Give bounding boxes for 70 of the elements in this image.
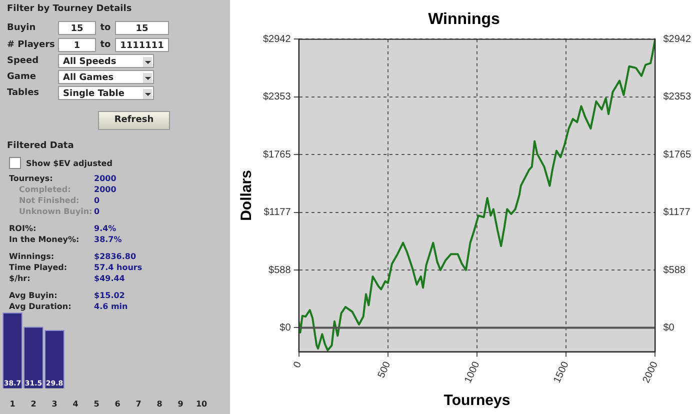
text-field: 15	[115, 20, 169, 34]
text: Show $EV adjusted	[26, 158, 112, 168]
text: 2000	[94, 173, 116, 184]
text-field: 1111111	[115, 38, 169, 52]
y-tick-label: $1765	[262, 149, 292, 160]
x-axis-title: Tourneys	[444, 392, 510, 410]
text: 0	[94, 206, 100, 217]
text: Buyin	[7, 22, 37, 32]
y2-tick-label: $1765	[663, 149, 692, 160]
text: Unknown Buyin:	[18, 206, 94, 217]
dropdown-field: Single Table	[58, 86, 154, 100]
x-tick-label: 0	[292, 360, 304, 370]
text: 2000	[94, 184, 116, 195]
x-tick-label: 9	[178, 399, 184, 408]
x-tick-label: 1	[10, 399, 16, 408]
text: Refresh	[98, 111, 170, 130]
text: $49.44	[94, 273, 125, 284]
y-tick-label: $588	[268, 264, 292, 276]
x-tick-label: 1000	[462, 360, 482, 385]
x-tick-label: 7	[136, 399, 142, 408]
x-tick-label: 8	[156, 399, 163, 408]
x-tick-label: 10	[196, 399, 208, 408]
text-field: 15	[58, 20, 96, 34]
y2-tick-label: $1177	[663, 207, 691, 218]
text: Avg Duration:	[9, 301, 72, 312]
text: 38.7%	[94, 234, 122, 245]
text: 4.6 min	[94, 301, 128, 312]
text: to	[99, 40, 112, 50]
text: Time Played:	[9, 262, 68, 273]
y2-tick-label: $0	[663, 322, 675, 334]
text: Winnings:	[9, 251, 56, 262]
text-field: 1	[58, 38, 96, 52]
x-tick-label: 1500	[552, 360, 572, 385]
text: Filtered Data	[6, 141, 75, 151]
y2-tick-label: $2353	[663, 92, 692, 103]
text: Game	[7, 72, 37, 82]
y-tick-label: $2353	[262, 92, 292, 103]
text: $15.02	[94, 290, 125, 301]
text: ROI%:	[9, 223, 38, 234]
y2-tick-label: $2942	[663, 34, 692, 45]
text: Completed:	[18, 184, 72, 195]
y2-tick-label: $588	[663, 264, 686, 276]
text: to	[99, 22, 112, 32]
x-tick-label: 6	[114, 399, 121, 408]
text: 9.4%	[94, 223, 116, 234]
text: # Players	[7, 40, 56, 50]
text: Tourneys:	[9, 173, 54, 184]
y-tick-label: $1177	[264, 207, 292, 218]
x-tick-label: 500	[376, 360, 394, 380]
x-tick-label: 3	[52, 399, 58, 408]
y-axis-title: Dollars	[238, 170, 256, 221]
text: 0	[94, 195, 100, 206]
text: In the Money%:	[9, 234, 80, 245]
text: Filter by Tourney Details	[6, 4, 133, 14]
x-tick-label: 5	[94, 399, 100, 408]
dropdown-field: All Speeds	[58, 54, 154, 68]
text: Avg Buyin:	[9, 290, 58, 301]
text: Not Finished:	[18, 195, 80, 206]
text: Speed	[7, 56, 40, 66]
text: $/hr:	[9, 273, 32, 284]
dropdown-field: All Games	[58, 70, 154, 84]
x-tick-label: 4	[72, 399, 79, 408]
text: 57.4 hours	[94, 262, 142, 273]
text: Tables	[7, 88, 40, 98]
text: $2836.80	[94, 251, 136, 262]
y-tick-label: $2942	[262, 34, 292, 45]
x-tick-label: 2000	[641, 360, 661, 385]
chart-title: Winnings	[428, 11, 500, 28]
y-tick-label: $0	[280, 322, 292, 334]
x-tick-label: 2	[30, 399, 36, 408]
